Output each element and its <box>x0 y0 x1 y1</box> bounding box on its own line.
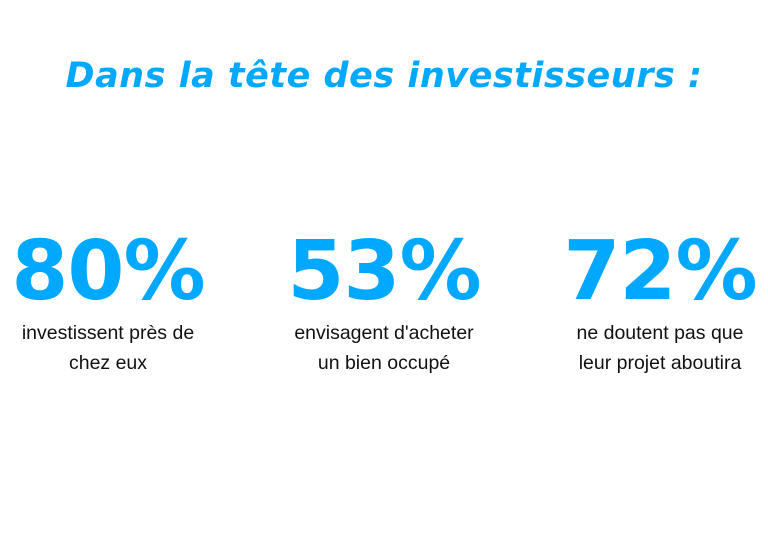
stat-value: 80% <box>11 224 205 319</box>
stat-value: 53% <box>287 224 481 319</box>
stat-caption: investissent près de chez eux <box>21 322 195 374</box>
stat-block: 80% investissent près de chez eux <box>0 226 238 378</box>
stat-block: 72% ne doutent pas que leur projet about… <box>530 226 768 378</box>
stat-caption: ne doutent pas que leur projet aboutira <box>576 322 744 374</box>
stat-caption: envisagent d'acheter un bien occupé <box>294 322 474 374</box>
page-title: Dans la tête des investisseurs : <box>65 56 703 96</box>
stat-block: 53% envisagent d'acheter un bien occupé <box>254 226 514 378</box>
stat-value: 72% <box>563 224 757 319</box>
